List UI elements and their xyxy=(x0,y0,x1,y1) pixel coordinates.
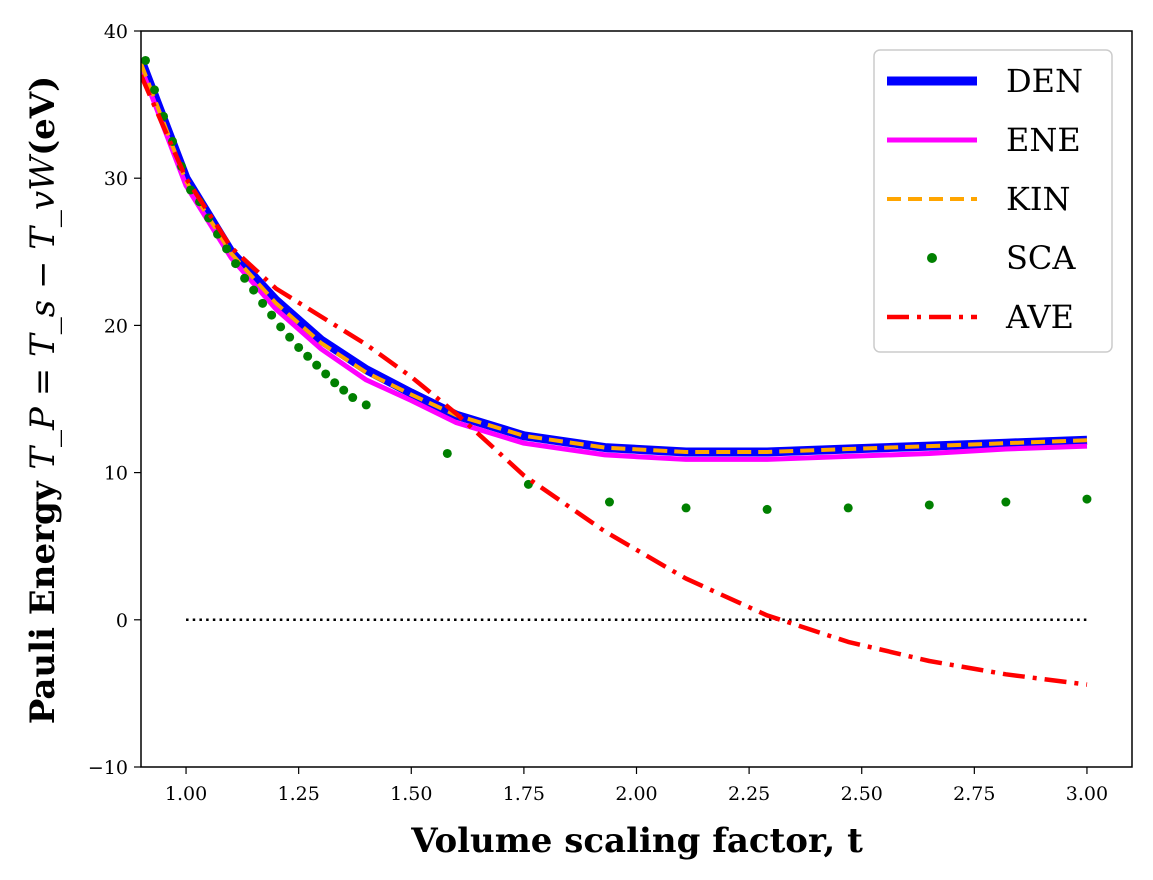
x-tick-label: 2.25 xyxy=(728,783,770,805)
series-sca-point xyxy=(1082,494,1092,504)
series-sca-point xyxy=(312,360,322,370)
series-sca-point xyxy=(1001,497,1011,507)
series-sca-point xyxy=(604,497,614,507)
legend-sca-label: SCA xyxy=(1006,239,1076,277)
series-kin-line xyxy=(141,62,1088,454)
series-sca-point xyxy=(762,504,772,514)
y-tick-label: 20 xyxy=(104,315,128,337)
y-tick-label: 10 xyxy=(104,463,128,485)
series-sca-point xyxy=(330,378,340,388)
series-sca-point xyxy=(222,244,232,254)
legend-kin-label: KIN xyxy=(1006,180,1071,218)
series-sca-point xyxy=(285,332,295,342)
plot-area xyxy=(141,55,1092,687)
y-axis-ticks: −10 0 10 20 30 40 xyxy=(88,21,141,779)
x-axis-ticks: 1.00 1.25 1.50 1.75 2.00 2.25 2.50 2.75 3.00 xyxy=(165,767,1108,805)
series-sca-point xyxy=(361,400,371,410)
series-sca-point xyxy=(141,55,151,65)
series-sca-point xyxy=(924,500,934,510)
legend: DEN ENE KIN SCA AVE xyxy=(873,49,1113,353)
series-sca-point xyxy=(240,273,250,283)
x-tick-label: 2.50 xyxy=(841,783,883,805)
legend-ene-label: ENE xyxy=(1006,121,1081,159)
series-sca-point xyxy=(231,259,241,269)
series-sca-point xyxy=(303,351,313,361)
y-tick-label: −10 xyxy=(88,757,128,779)
legend-sca-marker xyxy=(927,253,937,263)
x-tick-label: 1.25 xyxy=(278,783,320,805)
series-sca-point xyxy=(249,285,259,295)
series-sca-point xyxy=(150,85,160,95)
x-axis-title: Volume scaling factor, t xyxy=(410,821,863,861)
x-tick-label: 2.00 xyxy=(615,783,657,805)
legend-ave-label: AVE xyxy=(1005,298,1074,336)
series-ave-line xyxy=(141,74,1088,687)
series-ene-line xyxy=(141,66,1088,462)
series-sca-point xyxy=(843,503,853,513)
series-sca-point xyxy=(267,310,277,320)
y-axis-title-suffix: (eV) xyxy=(23,76,63,156)
x-tick-label: 1.00 xyxy=(165,783,207,805)
y-axis-title: Pauli Energy T_P = T_s − T_vW(eV) xyxy=(23,76,63,725)
legend-box xyxy=(873,49,1113,353)
series-sca-point xyxy=(276,322,286,332)
y-tick-label: 40 xyxy=(104,21,128,43)
y-tick-label: 0 xyxy=(116,610,128,632)
x-tick-label: 2.75 xyxy=(953,783,995,805)
legend-den-label: DEN xyxy=(1006,62,1083,100)
x-tick-label: 1.75 xyxy=(503,783,545,805)
series-sca-point xyxy=(339,385,349,395)
y-tick-label: 30 xyxy=(104,168,128,190)
x-tick-label: 1.50 xyxy=(390,783,432,805)
x-tick-label: 3.00 xyxy=(1066,783,1108,805)
series-sca-point xyxy=(294,342,304,352)
series-sca-point xyxy=(348,393,358,403)
y-axis-title-prefix: Pauli Energy xyxy=(23,470,63,725)
series-sca-point xyxy=(442,448,452,458)
series-sca-point xyxy=(681,503,691,513)
series-sca-point xyxy=(258,298,268,308)
y-axis-title-math: T_P = T_s − T_vW xyxy=(23,153,63,470)
series-sca-point xyxy=(321,369,331,379)
